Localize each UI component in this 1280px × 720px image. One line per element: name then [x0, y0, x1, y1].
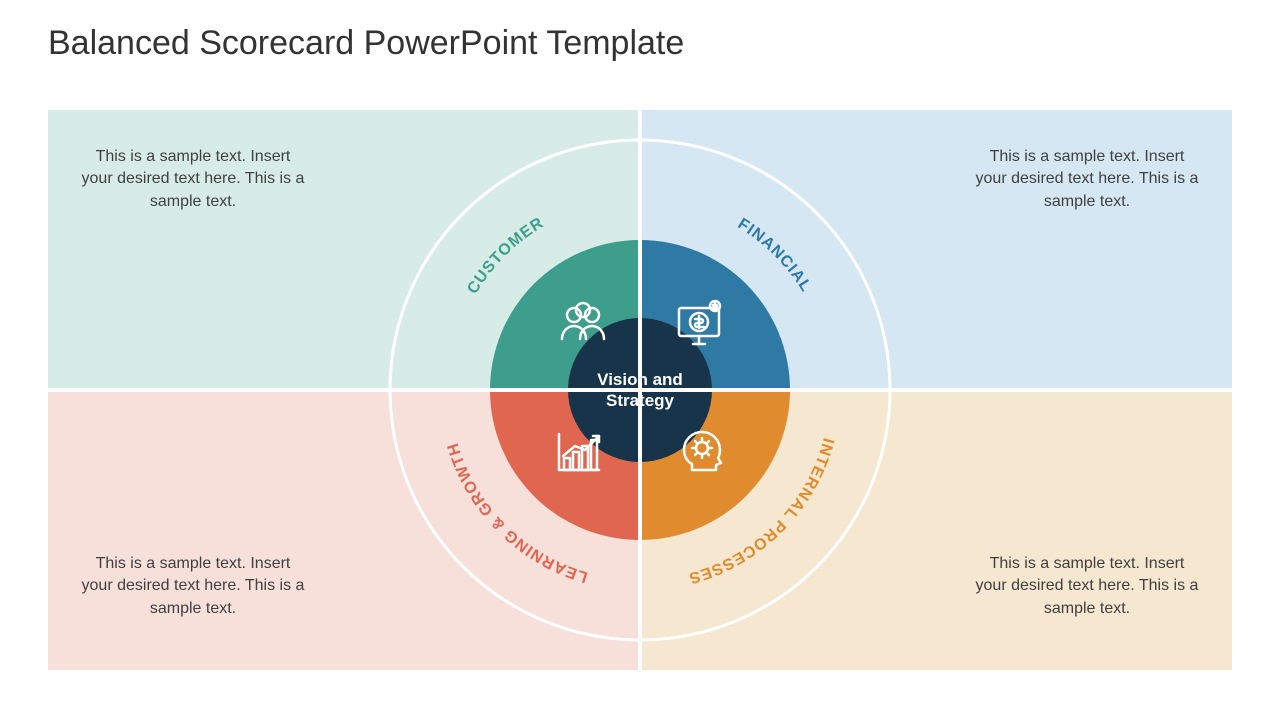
internal-desc: This is a sample text. Insert your desir… [972, 553, 1202, 620]
center-label: Vision and Strategy [580, 369, 700, 412]
learning-desc: This is a sample text. Insert your desir… [78, 553, 308, 620]
wheel-container: CUSTOMER FINANCIAL LEARNING & GROWTH INT… [360, 110, 920, 670]
customer-desc: This is a sample text. Insert your desir… [78, 146, 308, 213]
scorecard-diagram: This is a sample text. Insert your desir… [48, 110, 1232, 670]
financial-desc: This is a sample text. Insert your desir… [972, 146, 1202, 213]
page-title: Balanced Scorecard PowerPoint Template [48, 24, 684, 63]
